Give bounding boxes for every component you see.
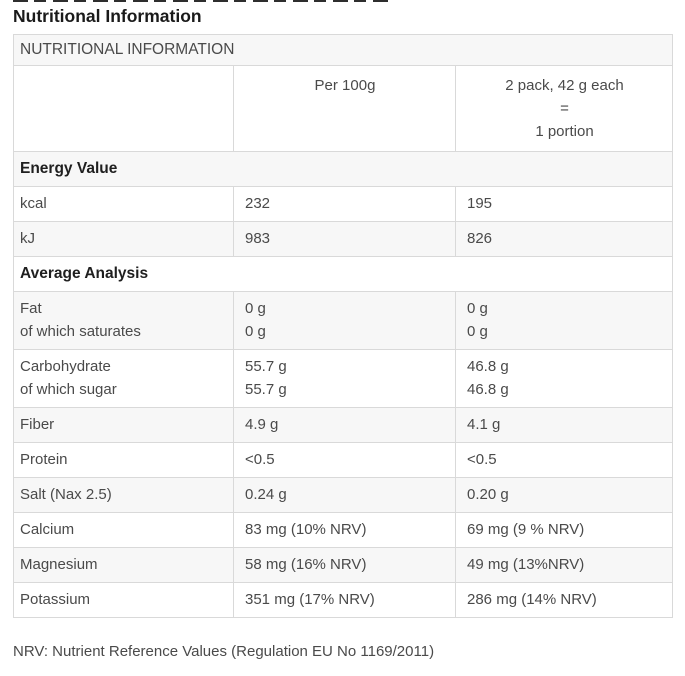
value-line: 0 g [467,323,488,340]
table-row-protein: Protein <0.5 <0.5 [13,442,673,478]
per-100g-cell: 58 mg (16% NRV) [233,547,456,583]
per-100g-cell: 351 mg (17% NRV) [233,582,456,618]
portion-cell: 46.8 g 46.8 g [455,349,673,408]
per-100g-cell: 0 g 0 g [233,291,456,350]
table-row-salt: Salt (Nax 2.5) 0.24 g 0.20 g [13,477,673,513]
table-row-magnesium: Magnesium 58 mg (16% NRV) 49 mg (13%NRV) [13,547,673,583]
table-row-calcium: Calcium 83 mg (10% NRV) 69 mg (9 % NRV) [13,512,673,548]
per-100g-cell: 983 [233,221,456,257]
table-row-fiber: Fiber 4.9 g 4.1 g [13,407,673,443]
nutrient-label-cell: Carbohydrate of which sugar [13,349,234,408]
column-header-portion: 2 pack, 42 g each = 1 portion [455,65,673,152]
table-title: NUTRITIONAL INFORMATION [13,34,673,66]
portion-cell: 49 mg (13%NRV) [455,547,673,583]
column-header-row: Per 100g 2 pack, 42 g each = 1 portion [13,65,673,152]
portion-header-line: 2 pack, 42 g each [505,77,624,94]
section-heading-row: Energy Value [13,151,673,187]
column-header-empty [13,65,234,152]
portion-cell: 69 mg (9 % NRV) [455,512,673,548]
nutrient-label-line: Carbohydrate [20,358,111,375]
portion-header-line: = [560,100,569,117]
table-row-kcal: kcal 232 195 [13,186,673,222]
portion-cell: 826 [455,221,673,257]
nutrient-label-cell: Fiber [13,407,234,443]
portion-cell: 195 [455,186,673,222]
per-100g-cell: 4.9 g [233,407,456,443]
nutrient-label-line: of which sugar [20,381,117,398]
nutrient-label-cell: kJ [13,221,234,257]
value-line: 0 g [245,300,266,317]
table-title-row: NUTRITIONAL INFORMATION [13,34,673,66]
portion-header-line: 1 portion [535,123,594,140]
nutrient-label-cell: Calcium [13,512,234,548]
value-line: 46.8 g [467,358,509,375]
per-100g-cell: 232 [233,186,456,222]
section-heading-row: Average Analysis [13,256,673,292]
value-line: 55.7 g [245,381,287,398]
table-row-fat: Fat of which saturates 0 g 0 g 0 g 0 g [13,291,673,350]
nutrient-label-cell: kcal [13,186,234,222]
portion-cell: 0 g 0 g [455,291,673,350]
table-row-potassium: Potassium 351 mg (17% NRV) 286 mg (14% N… [13,582,673,618]
nutrient-label-line: Fat [20,300,42,317]
nutrient-label-cell: Protein [13,442,234,478]
per-100g-cell: 83 mg (10% NRV) [233,512,456,548]
nrv-footnote: NRV: Nutrient Reference Values (Regulati… [13,643,435,660]
per-100g-cell: 55.7 g 55.7 g [233,349,456,408]
nutrient-label-cell: Potassium [13,582,234,618]
table-row-carbohydrate: Carbohydrate of which sugar 55.7 g 55.7 … [13,349,673,408]
energy-section-heading: Energy Value [13,151,673,187]
cropped-text-artifact [13,0,393,2]
page-title: Nutritional Information [13,6,202,26]
nutrient-label-line: of which saturates [20,323,141,340]
nutrient-label-cell: Fat of which saturates [13,291,234,350]
portion-cell: 0.20 g [455,477,673,513]
portion-cell: <0.5 [455,442,673,478]
nutrient-label-cell: Magnesium [13,547,234,583]
per-100g-cell: <0.5 [233,442,456,478]
table-row-kj: kJ 983 826 [13,221,673,257]
value-line: 46.8 g [467,381,509,398]
column-header-per-100g: Per 100g [233,65,456,152]
portion-cell: 4.1 g [455,407,673,443]
analysis-section-heading: Average Analysis [13,256,673,292]
value-line: 55.7 g [245,358,287,375]
nutrition-table: NUTRITIONAL INFORMATION Per 100g 2 pack,… [13,34,673,618]
value-line: 0 g [467,300,488,317]
portion-cell: 286 mg (14% NRV) [455,582,673,618]
nutrient-label-cell: Salt (Nax 2.5) [13,477,234,513]
per-100g-cell: 0.24 g [233,477,456,513]
value-line: 0 g [245,323,266,340]
